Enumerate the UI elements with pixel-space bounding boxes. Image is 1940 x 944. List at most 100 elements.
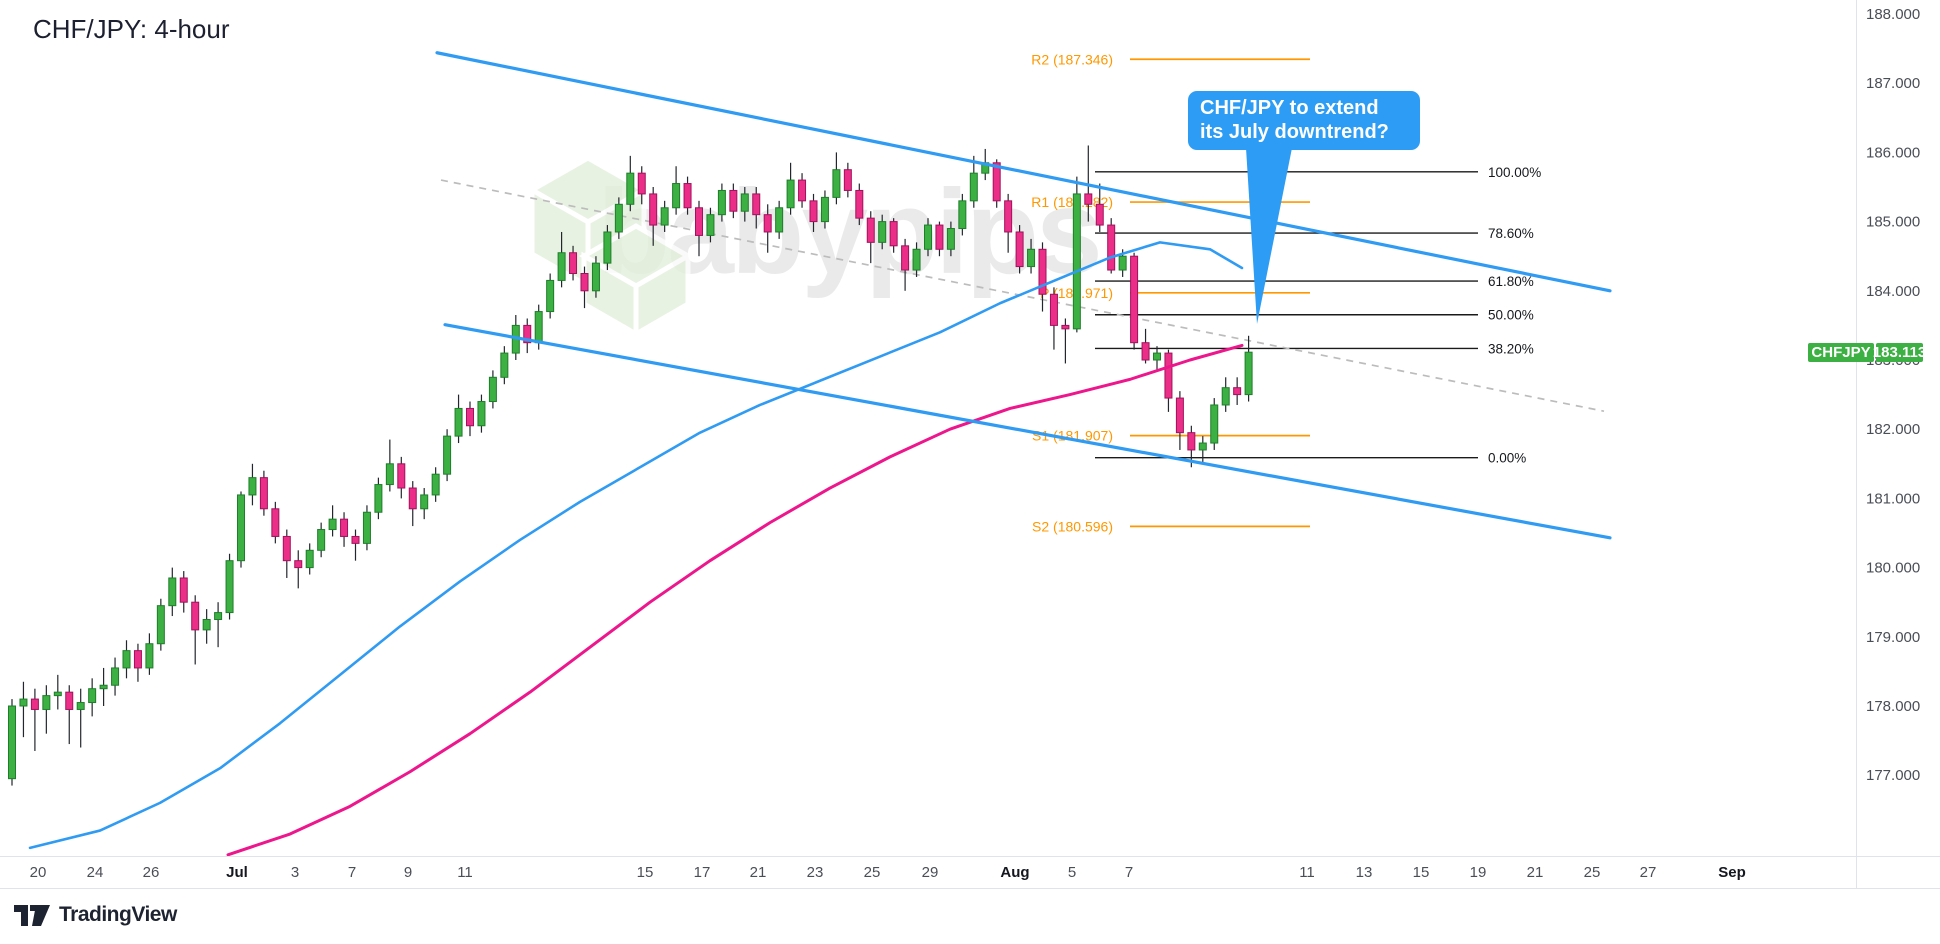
candle: [488, 376, 497, 403]
candle: [717, 189, 726, 216]
candle: [1072, 193, 1081, 330]
fib-retracement[interactable]: 100.00% 78.60% 61.80% 50.00% 38.20% 0.00%: [1095, 165, 1541, 466]
candle: [992, 162, 1001, 202]
candle: [237, 494, 245, 562]
candle: [214, 612, 223, 621]
candle: [145, 643, 154, 669]
candle: [1130, 255, 1139, 344]
candle: [614, 203, 623, 233]
candle: [637, 172, 646, 195]
candle: [695, 207, 703, 236]
candle: [1164, 352, 1173, 399]
time-axis-label: 13: [1356, 864, 1373, 881]
callout-annotation[interactable]: CHF/JPY to extend its July downtrend?: [1188, 91, 1420, 150]
time-axis-label: Sep: [1718, 864, 1746, 881]
callout-tail: [1246, 148, 1292, 324]
time-axis-label: 25: [864, 864, 881, 881]
callout-line1: CHF/JPY to extend: [1200, 97, 1379, 119]
candle: [1084, 193, 1093, 205]
pivot-label: S2 (180.596): [1032, 518, 1113, 534]
candle: [946, 228, 955, 250]
pivot-label: S1 (181.907): [1032, 428, 1113, 444]
candles-group: [8, 145, 1253, 786]
fib-level-label: 78.60%: [1488, 226, 1534, 241]
time-axis-label: 27: [1640, 864, 1657, 881]
time-axis-label: 25: [1584, 864, 1601, 881]
tradingview-attribution[interactable]: TradingView: [14, 903, 177, 927]
candle: [1233, 387, 1242, 396]
candle: [374, 484, 383, 513]
candle: [546, 279, 555, 313]
time-axis-label: 3: [291, 864, 299, 881]
candle: [1004, 200, 1013, 233]
candle: [935, 224, 944, 250]
price-axis-label: 180.000: [1866, 560, 1920, 577]
candle: [248, 477, 257, 496]
candle: [294, 560, 303, 569]
price-axis[interactable]: 188.000187.000186.000185.000184.000183.0…: [1866, 6, 1920, 784]
time-axis-label: Jul: [226, 864, 248, 881]
price-axis-label: 187.000: [1866, 75, 1920, 92]
candle: [88, 688, 97, 704]
time-axis-label: 20: [30, 864, 47, 881]
fib-level-label: 0.00%: [1488, 451, 1526, 466]
time-axis-label: 21: [750, 864, 767, 881]
candle: [763, 214, 772, 233]
time-axis-label: 7: [1125, 864, 1133, 881]
candle: [1038, 248, 1047, 295]
price-badge: 183.113: [1872, 343, 1927, 362]
pink-ma-line[interactable]: [226, 343, 1244, 857]
candle: [1027, 248, 1036, 268]
candle: [901, 245, 910, 271]
time-axis-label: 15: [1413, 864, 1430, 881]
channel-lower-line[interactable]: [443, 323, 1612, 540]
tradingview-logo: [14, 904, 50, 926]
candle: [30, 698, 39, 710]
candle: [729, 189, 738, 212]
candle: [1198, 442, 1207, 451]
candle: [775, 207, 784, 233]
candle: [133, 650, 142, 669]
time-axis-label: 24: [87, 864, 104, 881]
candle: [111, 667, 120, 686]
price-axis-label: 185.000: [1866, 214, 1920, 231]
time-axis-label: 11: [1299, 864, 1315, 881]
time-axis[interactable]: 20 24 26 Jul 3 7 9 11 15 17 21 23 25 29 Aug 5 7 11 13 15 19 2…: [30, 864, 1746, 881]
candle: [866, 217, 875, 243]
candle: [912, 248, 921, 271]
candle: [76, 702, 85, 710]
candle: [672, 183, 681, 209]
candle: [706, 214, 715, 236]
symbol-badge: CHFJPY: [1808, 343, 1874, 362]
candle: [443, 435, 452, 475]
candle: [626, 172, 635, 205]
candle: [843, 169, 852, 191]
candle: [809, 200, 818, 223]
fib-level-label: 38.20%: [1488, 341, 1534, 356]
candle: [8, 705, 16, 780]
candle: [683, 183, 692, 209]
blue-ma-line[interactable]: [28, 241, 1244, 850]
callout-line2: its July downtrend?: [1200, 121, 1389, 143]
candle: [454, 407, 463, 437]
candle: [397, 463, 406, 489]
price-axis-label: 177.000: [1866, 767, 1920, 784]
price-axis-label: 181.000: [1866, 490, 1920, 507]
candle: [580, 273, 589, 292]
candle: [603, 231, 612, 264]
time-axis-label: 23: [807, 864, 824, 881]
candle: [569, 252, 578, 275]
time-axis-label: 17: [694, 864, 711, 881]
candle: [660, 207, 669, 226]
candle: [179, 577, 188, 603]
gray-dashed-trendline[interactable]: [440, 179, 1605, 413]
candle: [99, 684, 108, 690]
pivot-label: R2 (187.346): [1031, 51, 1113, 67]
candle: [477, 401, 486, 427]
channel-upper-line[interactable]: [435, 51, 1612, 293]
candle: [1107, 224, 1116, 271]
fib-level-label: 100.00%: [1488, 165, 1541, 180]
candle: [740, 193, 749, 212]
